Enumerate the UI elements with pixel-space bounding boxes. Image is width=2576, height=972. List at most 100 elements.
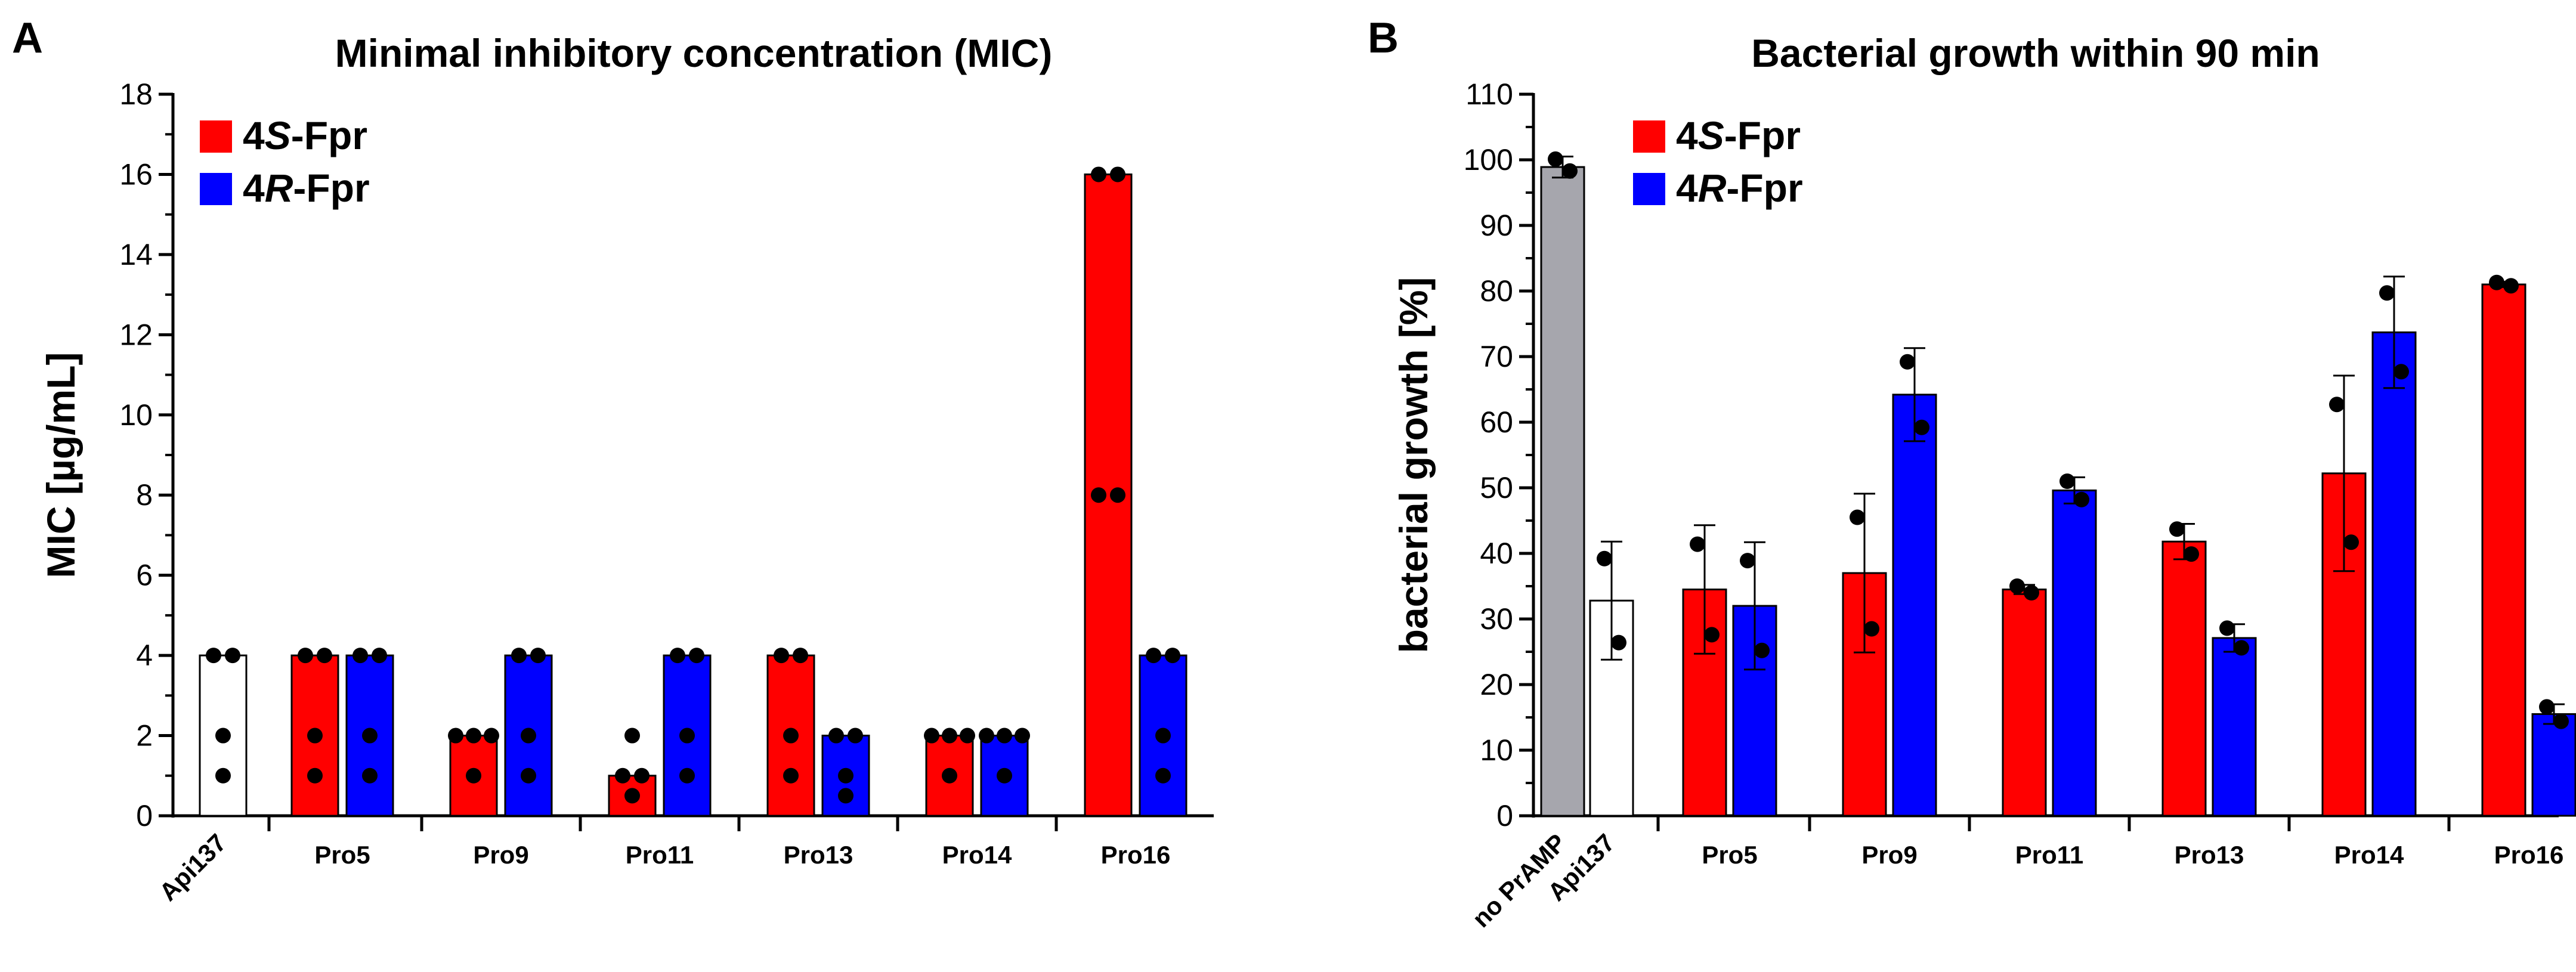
data-point-a: [466, 767, 481, 784]
data-point-a: [838, 767, 853, 784]
x-tick-label-a: Pro14: [942, 841, 1012, 869]
data-point-a: [511, 648, 527, 664]
data-point-b: [2219, 620, 2235, 636]
x-tick-label-a: Pro11: [626, 841, 694, 869]
x-tick-label-b: Pro14: [2334, 841, 2404, 869]
data-point-a: [615, 767, 630, 784]
y-tick-label-a: 4: [136, 639, 153, 672]
data-point-b: [1740, 553, 1755, 569]
data-point-a: [1146, 648, 1161, 664]
data-point-b: [2393, 364, 2409, 380]
data-point-a: [997, 767, 1012, 784]
data-point-a: [979, 728, 994, 744]
data-point-b: [2024, 585, 2039, 600]
data-point-a: [783, 767, 799, 784]
y-tick-label-b: 40: [1480, 537, 1513, 570]
data-point-a: [225, 648, 240, 664]
y-tick-label-a: 6: [136, 559, 153, 592]
y-tick-label-b: 110: [1465, 78, 1513, 111]
data-point-a: [1155, 728, 1171, 744]
data-point-a: [466, 728, 481, 744]
y-tick-label-a: 0: [136, 799, 153, 832]
legend-label-b: 4R-Fpr: [1676, 166, 1803, 210]
data-point-a: [215, 767, 231, 784]
x-tick-label-b: Pro5: [1702, 841, 1757, 869]
data-point-a: [783, 728, 799, 744]
data-point-b: [1850, 509, 1865, 525]
bar-b: [2212, 637, 2257, 817]
data-point-b: [2503, 278, 2519, 294]
data-point-a: [317, 648, 332, 664]
data-point-a: [372, 648, 387, 664]
bar-b: [2371, 331, 2417, 817]
data-point-a: [484, 728, 499, 744]
y-tick-label-a: 10: [119, 398, 153, 432]
legend-label-a: 4R-Fpr: [243, 166, 370, 210]
data-point-a: [307, 767, 323, 784]
data-point-a: [942, 728, 957, 744]
bar-b: [2531, 713, 2576, 817]
chart-title-a: Minimal inhibitory concentration (MIC): [335, 31, 1053, 75]
data-point-b: [2553, 713, 2569, 729]
legend-swatch-a: [200, 120, 232, 153]
panel-letter-b: B: [1368, 14, 1399, 62]
x-tick-label-a: Pro13: [784, 841, 853, 869]
y-tick-label-a: 2: [136, 719, 153, 753]
bar-b: [2481, 283, 2526, 817]
bar-b: [2161, 540, 2207, 817]
y-tick-label-b: 80: [1480, 274, 1513, 308]
data-point-b: [2539, 699, 2555, 715]
x-tick-label-b: Pro13: [2175, 841, 2244, 869]
data-point-a: [960, 728, 975, 744]
data-point-b: [2169, 521, 2185, 537]
bar-b: [2002, 589, 2047, 817]
data-point-a: [679, 767, 695, 784]
data-point-b: [1597, 550, 1612, 567]
data-point-b: [2329, 397, 2345, 413]
data-point-b: [2379, 285, 2395, 301]
x-tick-label-a: Api137: [154, 828, 232, 906]
data-point-a: [634, 767, 650, 784]
y-tick-label-b: 60: [1480, 405, 1513, 439]
data-point-a: [1110, 166, 1125, 182]
data-point-b: [1900, 354, 1915, 370]
data-point-a: [521, 767, 536, 784]
data-point-a: [1015, 728, 1030, 744]
data-point-a: [215, 728, 231, 744]
data-point-b: [2074, 491, 2089, 507]
data-point-a: [1110, 487, 1125, 503]
x-tick-label-b: Pro11: [2015, 841, 2083, 869]
legend-swatch-b: [1633, 120, 1665, 153]
data-point-b: [2489, 274, 2504, 290]
x-tick-label-b: Pro9: [1861, 841, 1917, 869]
data-point-b: [1690, 536, 1705, 552]
data-point-a: [828, 728, 844, 744]
data-point-a: [924, 728, 939, 744]
data-point-a: [1091, 487, 1106, 503]
chart-a: 0 2 4 6 8 10 12 14 16 18 Api137 Pro5 Pro9 Pro11 Pro13 P…: [119, 78, 1214, 906]
data-point-b: [1562, 163, 1578, 179]
y-tick-label-a: 8: [136, 478, 153, 512]
data-point-a: [942, 767, 957, 784]
data-point-b: [1548, 151, 1563, 167]
y-tick-label-b: 50: [1480, 471, 1513, 504]
panel-letter-a: A: [12, 14, 43, 62]
data-point-a: [530, 648, 546, 664]
legend-swatch-b: [1633, 173, 1665, 205]
chart-title-b: Bacterial growth within 90 min: [1751, 31, 2320, 75]
y-tick-label-a: 18: [119, 78, 153, 111]
y-tick-label-b: 70: [1480, 340, 1513, 373]
data-point-a: [848, 728, 863, 744]
data-point-a: [1155, 767, 1171, 784]
data-point-a: [448, 728, 463, 744]
data-point-a: [1091, 166, 1106, 182]
x-tick-label-a: Pro16: [1101, 841, 1171, 869]
data-point-a: [206, 648, 221, 664]
x-tick-label-b: Pro16: [2494, 841, 2564, 869]
data-point-a: [670, 648, 685, 664]
data-point-b: [2009, 578, 2025, 594]
data-point-a: [997, 728, 1012, 744]
bar-b: [1892, 394, 1937, 817]
